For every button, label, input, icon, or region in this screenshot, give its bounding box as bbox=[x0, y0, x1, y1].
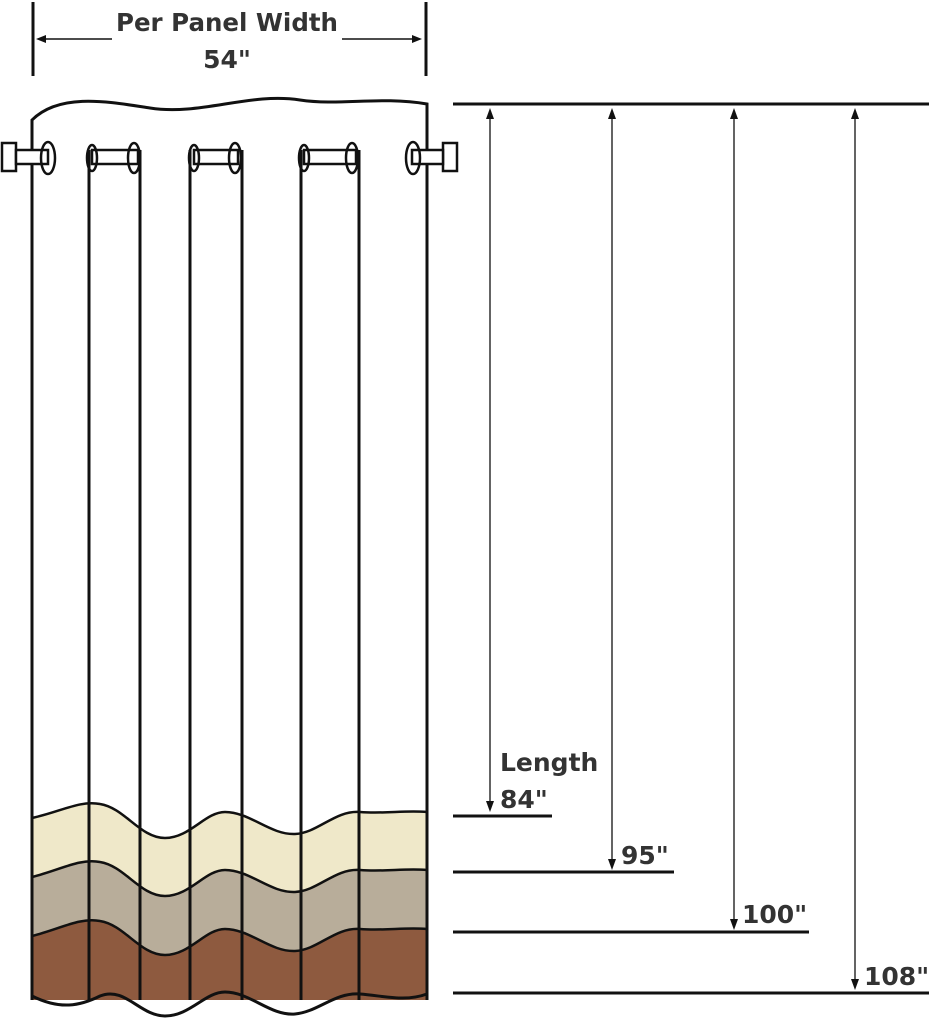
rod-segment-2 bbox=[192, 148, 240, 166]
curtain-hem bbox=[31, 990, 428, 1018]
panel-width-dimension: Per Panel Width 54" bbox=[31, 2, 428, 76]
width-value: 54" bbox=[203, 45, 251, 74]
length-dimensions: Length 84" 95" 100" 108" bbox=[453, 102, 929, 995]
length-108-marker bbox=[453, 108, 929, 995]
curtain-folds bbox=[87, 150, 361, 1001]
grommet-rings bbox=[39, 140, 422, 176]
width-label: Per Panel Width bbox=[116, 8, 338, 37]
rod-left-stub bbox=[14, 148, 50, 166]
length-95-marker bbox=[453, 108, 674, 874]
rod-segment-1 bbox=[90, 148, 140, 166]
curtain-panel bbox=[30, 96, 429, 1018]
width-arrowhead-right bbox=[412, 35, 422, 43]
rod-right-stub bbox=[410, 148, 445, 166]
length-label-95: 95" bbox=[621, 841, 669, 870]
color-band-brown bbox=[32, 920, 427, 1001]
length-label-108: 108" bbox=[864, 962, 929, 991]
rod-segment-3 bbox=[302, 148, 358, 166]
length-100-marker bbox=[453, 108, 809, 934]
rod-left-end-icon bbox=[0, 141, 18, 173]
curtain-outline bbox=[30, 96, 429, 1000]
width-arrowhead-left bbox=[36, 35, 46, 43]
length-label-100: 100" bbox=[742, 900, 807, 929]
rod-right-end-icon bbox=[441, 141, 459, 173]
length-heading: Length bbox=[500, 748, 598, 777]
length-84-marker bbox=[453, 108, 552, 818]
curtain-rod bbox=[0, 140, 459, 176]
length-label-84: 84" bbox=[500, 785, 548, 814]
